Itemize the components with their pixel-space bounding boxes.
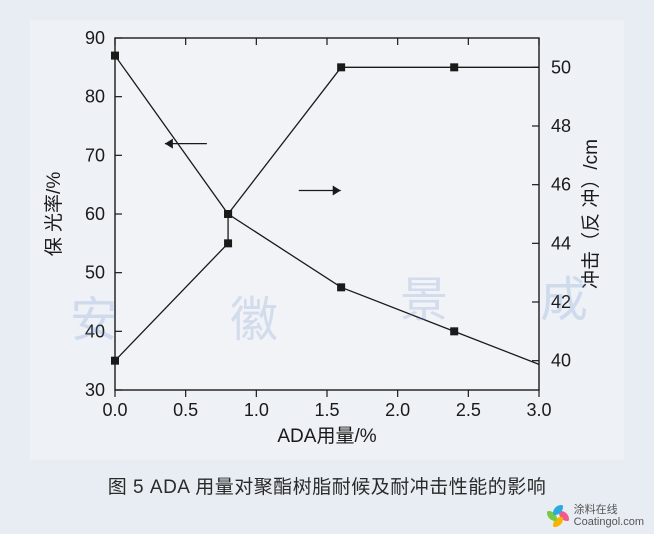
svg-text:保 光率/%: 保 光率/%: [43, 172, 65, 257]
svg-text:80: 80: [85, 87, 105, 107]
svg-text:0.5: 0.5: [173, 400, 198, 420]
watermark-brand-en: Coatingol.com: [574, 516, 644, 528]
svg-text:50: 50: [551, 57, 571, 77]
svg-text:0.0: 0.0: [102, 400, 127, 420]
svg-text:50: 50: [85, 263, 105, 283]
svg-text:60: 60: [85, 204, 105, 224]
svg-text:30: 30: [85, 380, 105, 400]
dual-axis-line-chart: 0.0 0.5 1.0 1.5 2.0 2.5 3.0 ADA用量/% 30 40 50 60 70 80…: [30, 20, 624, 460]
svg-text:1.5: 1.5: [314, 400, 339, 420]
svg-text:ADA用量/%: ADA用量/%: [277, 426, 376, 447]
svg-text:48: 48: [551, 116, 571, 136]
svg-text:冲击（反 冲）/cm: 冲击（反 冲）/cm: [580, 139, 602, 289]
svg-text:2.0: 2.0: [385, 400, 410, 420]
svg-text:3.0: 3.0: [526, 400, 551, 420]
svg-text:42: 42: [551, 292, 571, 312]
figure-caption: 图 5 ADA 用量对聚酯树脂耐候及耐冲击性能的影响: [0, 472, 654, 499]
svg-text:40: 40: [551, 351, 571, 371]
svg-text:1.0: 1.0: [244, 400, 269, 420]
svg-text:70: 70: [85, 145, 105, 165]
pinwheel-icon: [546, 504, 570, 528]
svg-text:40: 40: [85, 321, 105, 341]
watermark-logo: 涂料在线 Coatingol.com: [546, 504, 644, 528]
svg-text:46: 46: [551, 175, 571, 195]
svg-text:2.5: 2.5: [456, 400, 481, 420]
watermark-brand-cn: 涂料在线: [574, 504, 644, 516]
svg-text:90: 90: [85, 28, 105, 48]
chart-container: 0.0 0.5 1.0 1.5 2.0 2.5 3.0 ADA用量/% 30 40 50 60 70 80…: [30, 20, 624, 460]
svg-text:44: 44: [551, 233, 571, 253]
